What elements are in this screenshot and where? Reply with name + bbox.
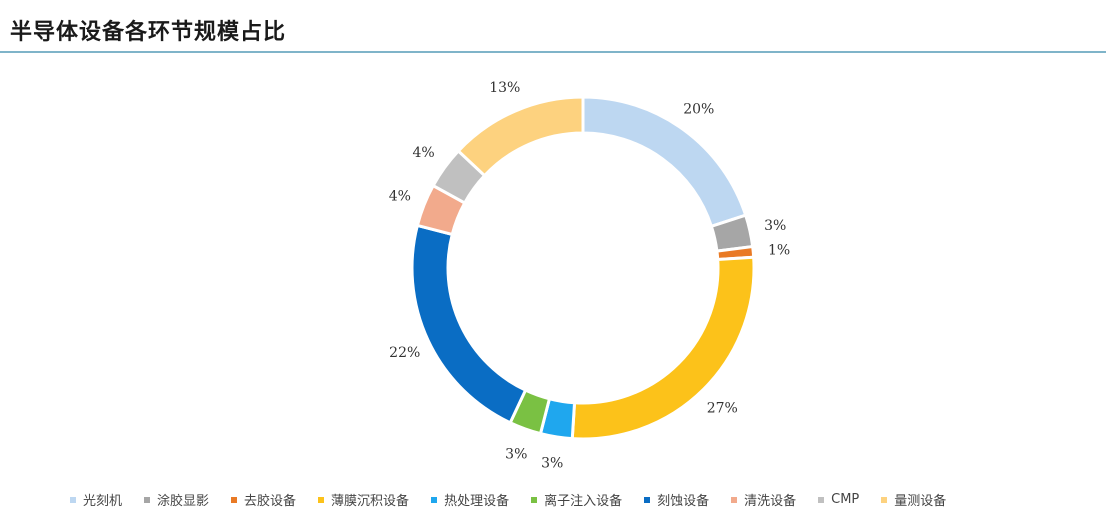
legend-item: 清洗设备 [731,490,796,509]
legend-label: 涂胶显影 [157,494,210,509]
legend-label: 刻蚀设备 [657,494,710,509]
slice-label: 13% [489,80,520,96]
legend-swatch [431,496,438,503]
slice-label: 20% [683,102,714,118]
legend-swatch [644,496,651,503]
legend-swatch [818,496,825,503]
slice-label: 3% [505,446,527,462]
legend-item: 薄膜沉积设备 [318,490,409,509]
donut-slice [410,223,528,425]
legend-item: CMP [818,492,859,507]
legend-swatch [531,496,538,503]
donut-slice [581,95,748,229]
slice-label: 3% [764,218,786,234]
legend-label: 离子注入设备 [544,494,623,509]
legend-item: 涂胶显影 [144,490,209,509]
legend-item: 光刻机 [70,490,122,509]
legend-swatch [881,496,888,503]
legend-swatch [70,496,76,503]
slice-label: 1% [768,242,790,258]
slice-label: 27% [707,400,738,416]
title-divider [0,51,1106,53]
legend-swatch [231,496,238,503]
slice-label: 3% [541,456,563,472]
legend-label: 光刻机 [83,494,123,509]
legend-label: 去胶设备 [244,494,297,509]
legend-swatch [144,496,151,503]
legend-item: 刻蚀设备 [644,490,709,509]
legend-label: CMP [831,492,860,507]
legend-label: 热处理设备 [444,494,510,509]
legend-swatch [731,496,738,503]
slice-label: 22% [389,345,420,361]
slice-label: 4% [389,188,411,204]
page-title: 半导体设备各环节规模占比 [10,20,287,45]
legend-label: 量测设备 [894,494,947,509]
donut-slice [456,95,585,178]
legend-swatch [318,496,325,503]
legend-item: 去胶设备 [231,490,296,509]
legend-item: 离子注入设备 [531,490,622,509]
legend-item: 热处理设备 [431,490,509,509]
legend: 光刻机 涂胶显影 去胶设备 薄膜沉积设备 热处理设备 离子注入设备 刻蚀设备 清洗设备 CMP 量… [70,490,946,509]
slice-label: 4% [413,145,435,161]
legend-label: 清洗设备 [744,494,797,509]
legend-label: 薄膜沉积设备 [331,494,410,509]
legend-item: 量测设备 [881,490,946,509]
